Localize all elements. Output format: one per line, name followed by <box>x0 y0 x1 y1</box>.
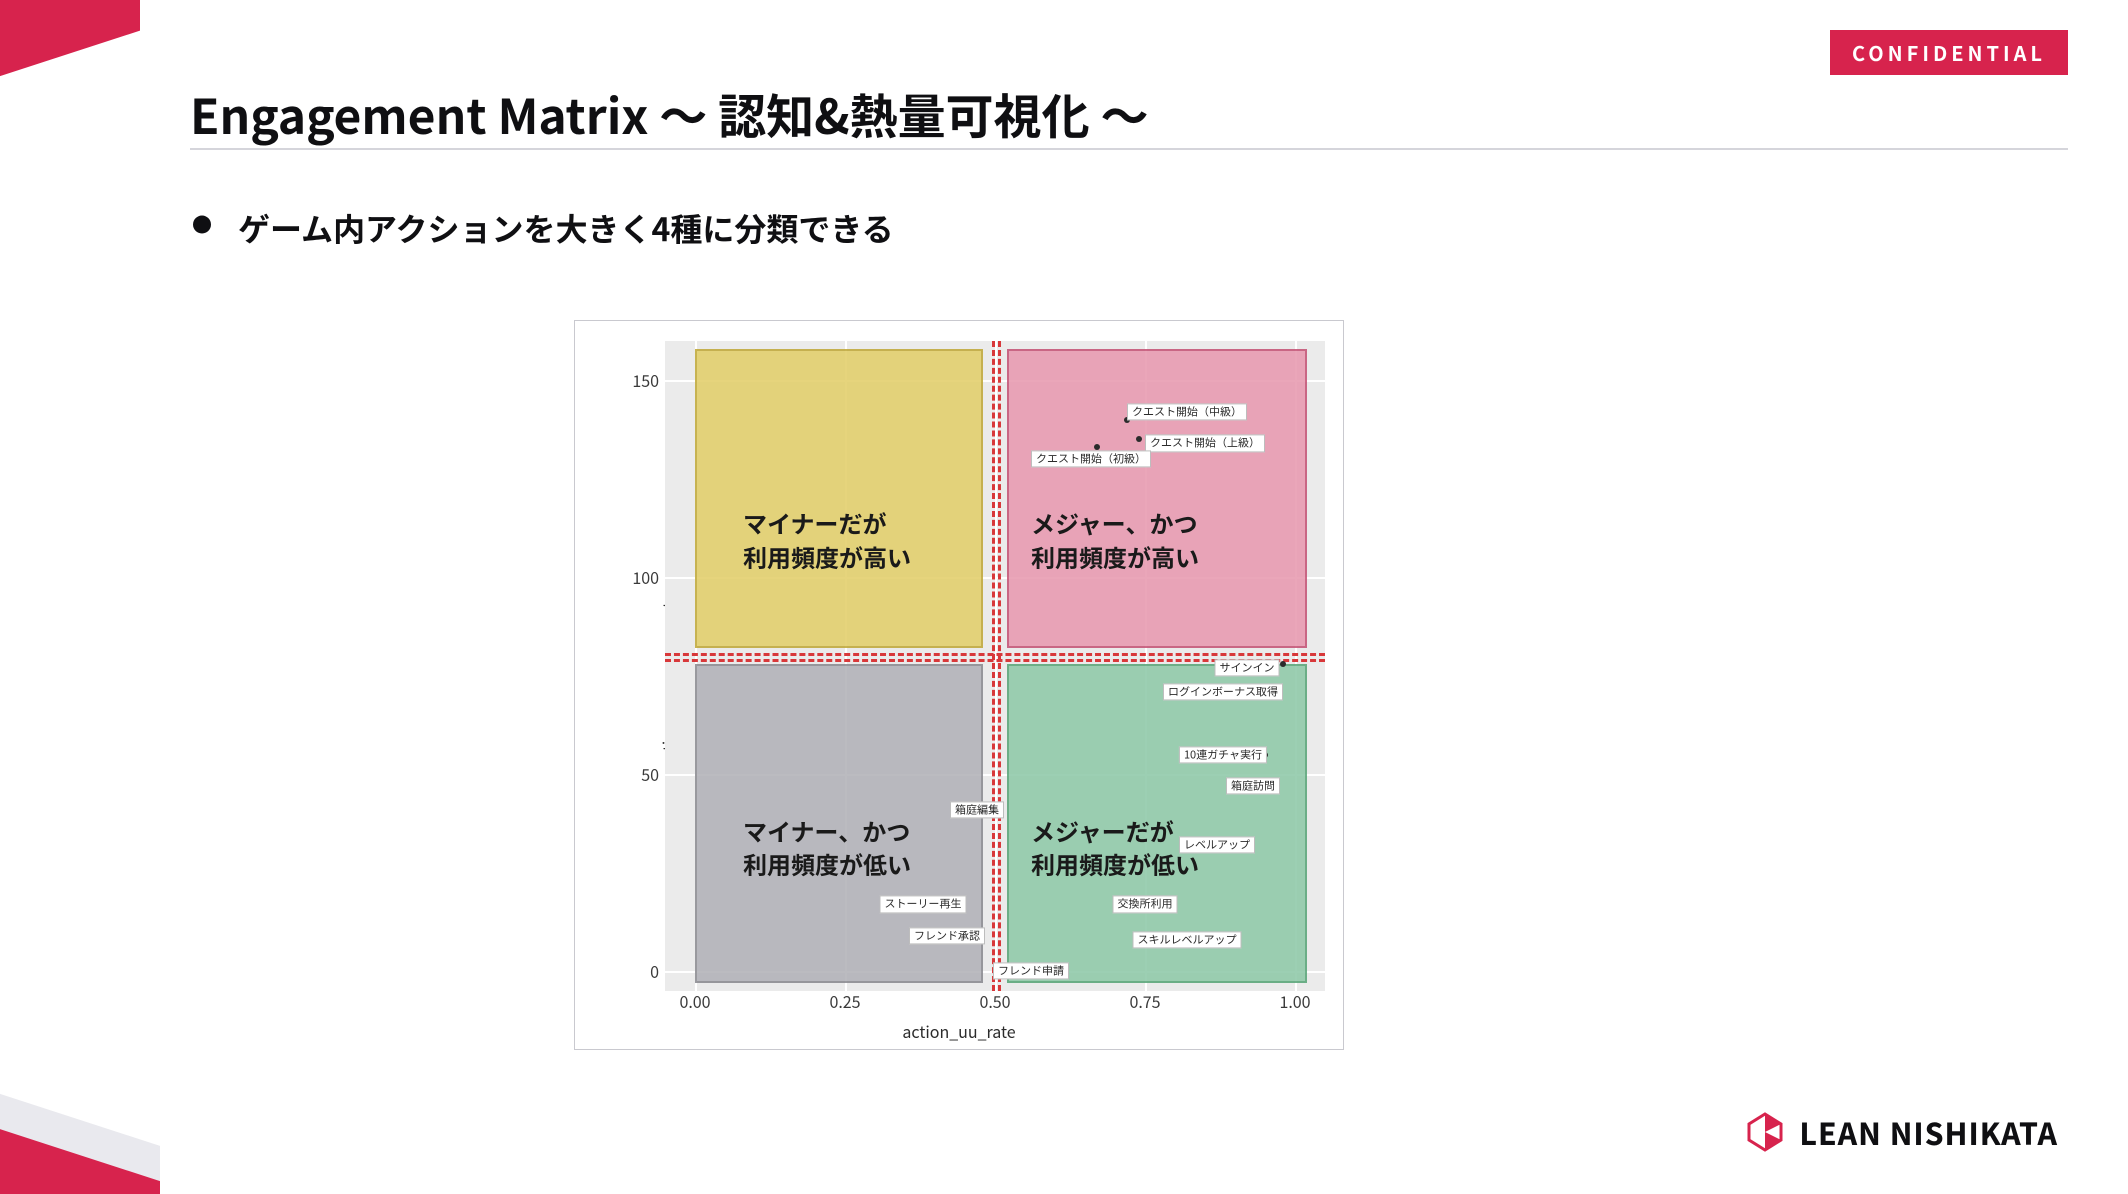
confidential-badge: CONFIDENTIAL <box>1830 30 2068 75</box>
title-rule <box>190 148 2068 150</box>
data-point-label: クエスト開始（上級） <box>1145 435 1265 452</box>
data-point-label: 箱庭編集 <box>950 801 1004 818</box>
x-tick: 1.00 <box>1279 989 1310 1013</box>
y-tick: 150 <box>632 368 659 392</box>
logo: LEAN NISHIKATA <box>1745 1110 2058 1154</box>
data-point-label: ストーリー再生 <box>880 896 967 913</box>
corner-top-left-deco <box>0 0 140 90</box>
x-axis-label: action_uu_rate <box>902 1019 1015 1043</box>
x-tick: 0.25 <box>829 989 860 1013</box>
data-point-label: フレンド承認 <box>909 927 985 944</box>
quadrant-label-tr: メジャー、かつ利用頻度が高い <box>1031 506 1199 573</box>
y-tick: 0 <box>650 959 659 983</box>
data-point-label: スキルレベルアップ <box>1133 931 1242 948</box>
data-point-label: サインイン <box>1215 659 1280 676</box>
gridline-v <box>995 341 997 991</box>
y-tick: 50 <box>641 762 659 786</box>
data-point-label: クエスト開始（初級） <box>1031 451 1151 468</box>
bullet-text: ゲーム内アクションを大きく4種に分類できる <box>238 205 894 251</box>
data-point-label: クエスト開始（中級） <box>1127 403 1247 420</box>
quadrant-label-br: メジャーだが利用頻度が低い <box>1031 814 1199 881</box>
x-tick: 0.00 <box>679 989 710 1013</box>
data-point <box>1280 661 1286 667</box>
corner-bottom-left-deco <box>0 1084 160 1194</box>
divider-h <box>665 653 1325 656</box>
data-point-label: フレンド申請 <box>993 963 1069 980</box>
data-point-label: 交換所利用 <box>1113 896 1178 913</box>
quadrant-label-bl: マイナー、かつ利用頻度が低い <box>743 814 911 881</box>
divider-v <box>998 341 1001 991</box>
data-point-label: レベルアップ <box>1179 837 1255 854</box>
logo-text: LEAN NISHIKATA <box>1799 1110 2058 1154</box>
x-tick: 0.75 <box>1129 989 1160 1013</box>
divider-v <box>992 341 995 991</box>
plot-area: マイナーだが利用頻度が高い メジャー、かつ利用頻度が高いマイナー、かつ利用頻度が低… <box>665 341 1325 991</box>
x-tick: 0.50 <box>979 989 1010 1013</box>
data-point-label: 箱庭訪問 <box>1226 778 1280 795</box>
logo-icon <box>1745 1112 1785 1152</box>
chart-frame: action_average_count action_uu_rate マイナー… <box>574 320 1344 1050</box>
data-point <box>1136 436 1142 442</box>
slide: CONFIDENTIAL Engagement Matrix ～ 認知&熱量可視… <box>0 0 2128 1194</box>
quadrant-label-tl: マイナーだが利用頻度が高い <box>743 506 911 573</box>
y-tick: 100 <box>632 565 659 589</box>
data-point-label: 10連ガチャ実行 <box>1179 746 1267 763</box>
data-point-label: ログインボーナス取得 <box>1163 683 1283 700</box>
quadrant-tr <box>1007 349 1307 648</box>
data-point <box>1094 444 1100 450</box>
quadrant-tl <box>695 349 983 648</box>
page-title: Engagement Matrix ～ 認知&熱量可視化 ～ <box>190 78 1149 148</box>
